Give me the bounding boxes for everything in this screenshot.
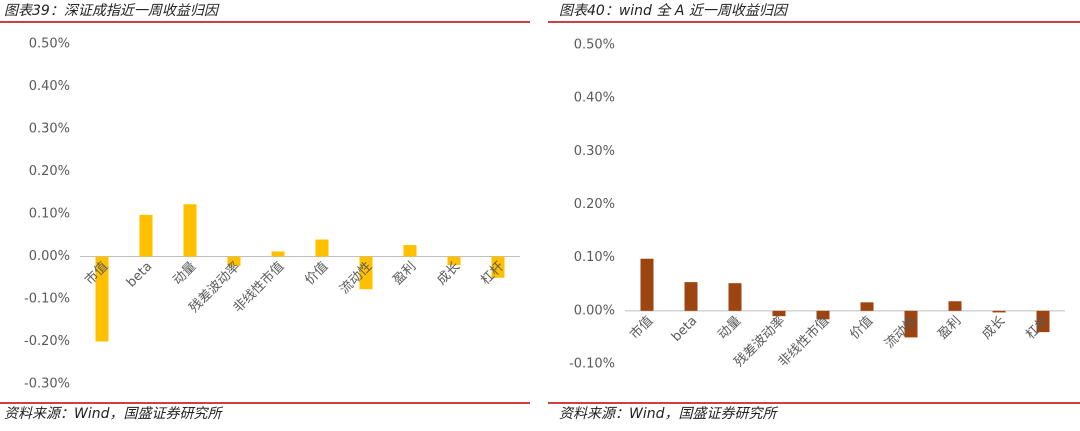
bar: [359, 256, 373, 290]
chart-title: 图表39：深证成指近一周收益归因: [4, 3, 220, 19]
bar: [772, 310, 786, 317]
bar: [491, 256, 505, 278]
y-tick-label: 0.50%: [574, 38, 615, 53]
x-tick-label: 成长: [979, 314, 1008, 343]
bar: [640, 258, 654, 311]
bar: [403, 245, 417, 257]
y-tick-label: 0.00%: [574, 303, 615, 318]
y-tick-label: 0.20%: [574, 197, 615, 212]
y-tick-label: 0.10%: [574, 250, 615, 265]
x-tick-label: 市值: [627, 313, 657, 343]
bar: [728, 283, 742, 311]
y-tick-label: 0.40%: [29, 79, 70, 94]
y-tick-label: 0.40%: [574, 91, 615, 106]
bar: [227, 256, 241, 266]
source: 资料来源：Wind，国盛证券研究所: [4, 406, 223, 422]
y-tick-label: 0.00%: [29, 249, 70, 264]
y-tick-label: -0.10%: [569, 357, 615, 372]
bar: [816, 310, 830, 320]
x-tick-label: beta: [669, 314, 700, 345]
bar: [315, 239, 329, 257]
y-tick-label: 0.50%: [29, 37, 70, 52]
bar: [992, 310, 1006, 313]
y-tick-label: 0.20%: [29, 164, 70, 179]
x-tick-label: beta: [124, 259, 155, 290]
y-tick-label: -0.30%: [24, 377, 70, 392]
y-tick-label: 0.30%: [29, 122, 70, 137]
x-tick-label: 价值: [302, 258, 332, 288]
x-tick-label: 动量: [715, 314, 744, 343]
bar: [684, 282, 698, 311]
y-tick-label: 0.10%: [29, 207, 70, 222]
bar: [860, 302, 874, 311]
bar: [271, 251, 285, 257]
bar: [948, 301, 962, 311]
y-tick-label: 0.30%: [574, 144, 615, 159]
y-tick-label: -0.10%: [24, 292, 70, 307]
bar: [1036, 310, 1050, 333]
bar: [95, 256, 109, 342]
x-tick-label: 盈利: [935, 314, 964, 343]
bar: [904, 310, 918, 338]
chart-title: 图表40：wind 全 A 近一周收益归因: [559, 3, 789, 19]
x-tick-label: 价值: [847, 313, 877, 343]
source: 资料来源：Wind，国盛证券研究所: [559, 406, 778, 422]
y-tick-label: -0.20%: [24, 334, 70, 349]
x-tick-label: 动量: [170, 259, 199, 288]
bar: [183, 204, 197, 257]
x-tick-label: 盈利: [390, 259, 419, 288]
bar: [139, 214, 153, 257]
bar: [447, 256, 461, 265]
